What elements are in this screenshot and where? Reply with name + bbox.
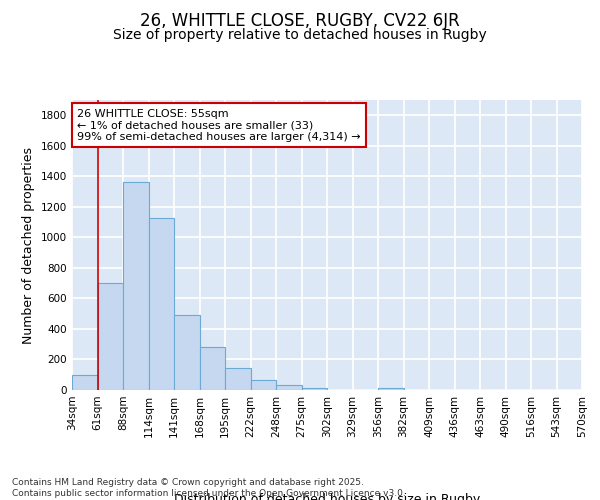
Text: Size of property relative to detached houses in Rugby: Size of property relative to detached ho… xyxy=(113,28,487,42)
Bar xyxy=(97,283,123,390)
Bar xyxy=(251,380,276,390)
Bar xyxy=(302,388,327,390)
Bar xyxy=(123,182,149,390)
Bar xyxy=(174,315,199,390)
Text: Contains HM Land Registry data © Crown copyright and database right 2025.
Contai: Contains HM Land Registry data © Crown c… xyxy=(12,478,406,498)
Bar xyxy=(378,388,404,390)
Bar xyxy=(199,348,225,390)
Text: 26, WHITTLE CLOSE, RUGBY, CV22 6JR: 26, WHITTLE CLOSE, RUGBY, CV22 6JR xyxy=(140,12,460,30)
Text: 26 WHITTLE CLOSE: 55sqm
← 1% of detached houses are smaller (33)
99% of semi-det: 26 WHITTLE CLOSE: 55sqm ← 1% of detached… xyxy=(77,108,361,142)
Bar xyxy=(149,218,174,390)
Bar xyxy=(225,368,251,390)
Bar xyxy=(72,374,97,390)
X-axis label: Distribution of detached houses by size in Rugby: Distribution of detached houses by size … xyxy=(174,492,480,500)
Bar xyxy=(276,384,302,390)
Y-axis label: Number of detached properties: Number of detached properties xyxy=(22,146,35,344)
